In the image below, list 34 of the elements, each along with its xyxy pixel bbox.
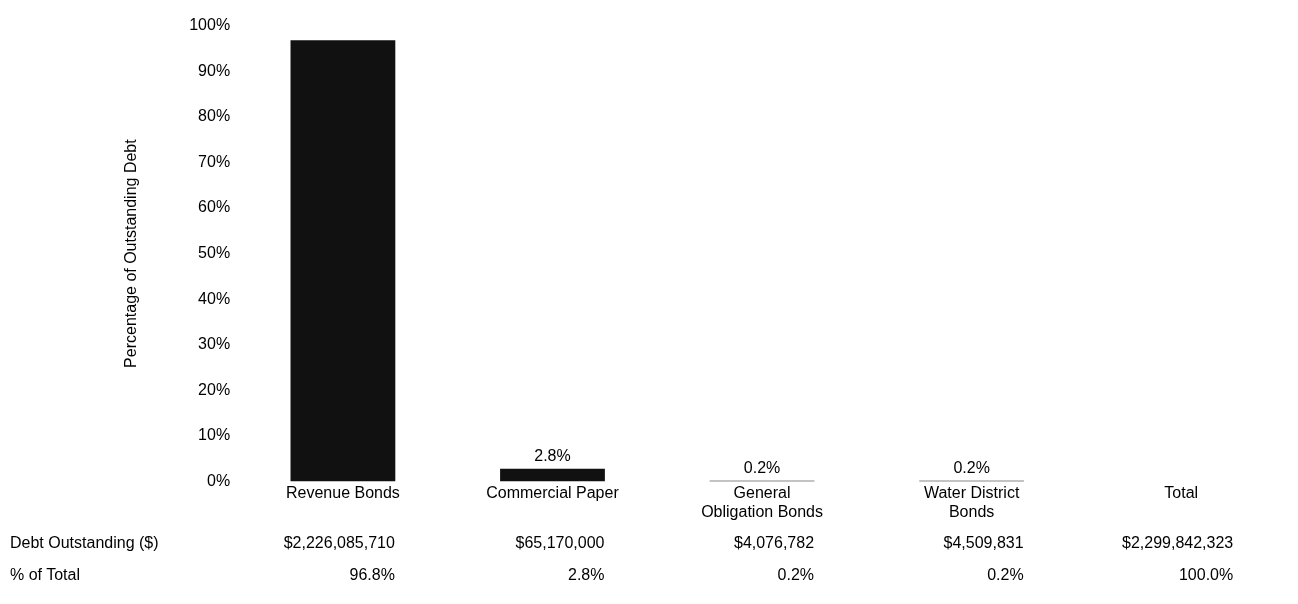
- text: $2,299,842,323: [1121, 534, 1234, 551]
- text: % of Total: [10, 566, 80, 583]
- y-axis-title: Percentage of Outstanding Debt: [122, 138, 140, 368]
- text: 96.8%: [349, 566, 395, 583]
- text: 0.2%: [777, 566, 815, 583]
- data-label: 0.2%: [953, 459, 990, 477]
- data-label: 2.8%: [534, 447, 571, 465]
- data-label: 0.2%: [743, 459, 781, 477]
- x-tick-label: Total: [1164, 483, 1199, 501]
- y-tick-label: 30%: [198, 335, 231, 353]
- bar: [290, 40, 396, 482]
- y-tick-label: 10%: [198, 426, 231, 444]
- x-tick-label: Commercial Paper: [486, 483, 620, 501]
- text: $65,170,000: [515, 534, 605, 551]
- x-tick-label: Water District Bonds: [923, 483, 1020, 520]
- y-tick-label: 0%: [207, 472, 231, 490]
- text: $4,509,831: [943, 534, 1024, 551]
- y-tick-label: 40%: [198, 289, 231, 307]
- y-tick-label: 90%: [198, 61, 231, 79]
- text: 2.8%: [568, 566, 605, 583]
- y-tick-label: 50%: [198, 244, 231, 262]
- y-tick-label: 20%: [198, 380, 231, 398]
- y-tick-label: 80%: [198, 107, 231, 125]
- x-tick-label: General Obligation Bonds: [701, 483, 823, 520]
- text: $4,076,782: [733, 534, 815, 551]
- text: 0.2%: [987, 566, 1024, 583]
- y-tick-label: 60%: [198, 198, 231, 216]
- bar: [500, 468, 605, 482]
- text: Debt Outstanding ($): [10, 534, 159, 551]
- text: $2,226,085,710: [283, 534, 396, 551]
- y-tick-label: 70%: [198, 152, 231, 170]
- x-tick-label: Revenue Bonds: [285, 483, 400, 501]
- text: 100.0%: [1178, 566, 1234, 583]
- y-tick-label: 100%: [189, 16, 231, 34]
